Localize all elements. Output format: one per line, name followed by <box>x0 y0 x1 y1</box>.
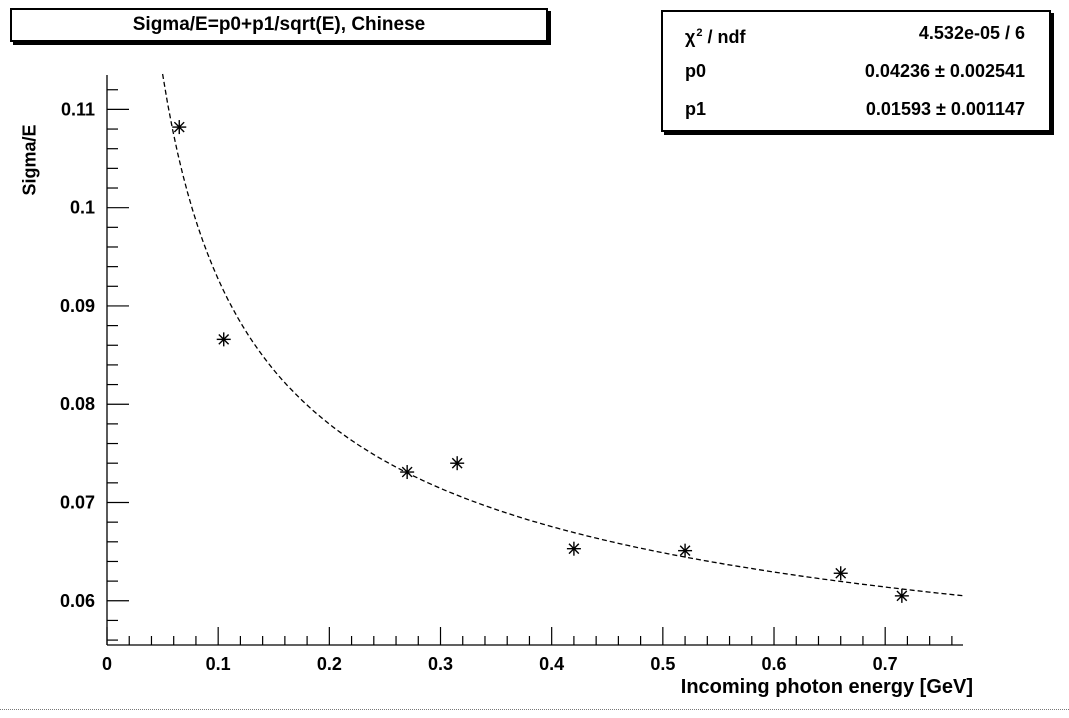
marker-stroke <box>835 567 847 579</box>
data-point <box>172 120 187 135</box>
x-tick-label: 0.2 <box>317 654 342 674</box>
fit-curve <box>161 73 964 597</box>
marker-stroke <box>401 466 413 478</box>
y-tick-label: 0.09 <box>60 296 95 316</box>
data-point <box>450 456 465 471</box>
y-axis-title: Sigma/E <box>19 124 40 196</box>
chi-symbol: χ <box>685 27 696 47</box>
y-tick-label: 0.1 <box>70 198 95 218</box>
x-tick-label: 0.1 <box>206 654 231 674</box>
stat-p0-val: 0.04236 <box>864 61 930 81</box>
stat-p0-value: 0.04236 ± 0.002541 <box>865 56 1025 86</box>
data-point <box>400 465 415 480</box>
marker-stroke <box>218 333 230 345</box>
marker-stroke <box>451 457 463 469</box>
marker-stroke <box>679 545 691 557</box>
stat-chi2-name: ndf <box>717 27 746 47</box>
data-point <box>833 566 848 581</box>
stat-chi2-label: χ2 / ndf <box>685 27 746 47</box>
chart-title: Sigma/E=p0+p1/sqrt(E), Chinese <box>10 8 548 42</box>
stat-p0-sep: ± <box>935 61 945 81</box>
data-point <box>216 332 231 347</box>
y-tick-label: 0.08 <box>60 394 95 414</box>
x-axis-title: Incoming photon energy [GeV] <box>680 676 973 698</box>
data-point <box>894 588 909 603</box>
stat-row-chi2: χ2 / ndf 4.532e-05 / 6 <box>663 18 1049 48</box>
data-point <box>566 541 581 556</box>
x-tick-label: 0.7 <box>873 654 898 674</box>
y-tick-label: 0.11 <box>61 99 95 119</box>
x-tick-label: 0.3 <box>428 654 453 674</box>
stat-p0-err: 0.002541 <box>949 61 1025 81</box>
marker-stroke <box>568 543 580 555</box>
x-tick-label: 0.6 <box>761 654 786 674</box>
stat-row-p1: p1 0.01593 ± 0.001147 <box>663 94 1049 124</box>
fit-curve-group <box>161 73 964 597</box>
bottom-divider <box>0 709 1069 710</box>
stat-row-p0: p0 0.04236 ± 0.002541 <box>663 56 1049 86</box>
marker-stroke <box>896 590 908 602</box>
data-points <box>172 120 909 603</box>
stat-p1-label: p1 <box>685 99 707 119</box>
y-tick-label: 0.06 <box>60 591 95 611</box>
stat-p1-err: 0.001147 <box>950 99 1025 119</box>
stat-p1-value: 0.01593 ± 0.001147 <box>866 94 1025 124</box>
y-tick-label: 0.07 <box>60 493 95 513</box>
x-tick-label: 0.5 <box>650 654 675 674</box>
axes: 0 0.1 0.2 0.3 0.4 0.5 0.6 0.7 0.06 0.07 0.08 0.09 0.… <box>60 75 963 674</box>
stat-p1-sep: ± <box>936 99 946 119</box>
stat-chi2-value: 4.532e-05 / 6 <box>918 23 1025 43</box>
x-tick-label: 0 <box>102 654 112 674</box>
chi-superscript: 2 <box>696 27 703 39</box>
fit-stats-box: χ2 / ndf 4.532e-05 / 6 p0 0.04236 ± 0.00… <box>661 10 1051 132</box>
marker-stroke <box>173 121 185 133</box>
x-tick-label: 0.4 <box>539 654 564 674</box>
stat-p1-val: 0.01593 <box>865 99 931 119</box>
stat-p0-label: p0 <box>685 61 707 81</box>
data-point <box>678 543 693 558</box>
